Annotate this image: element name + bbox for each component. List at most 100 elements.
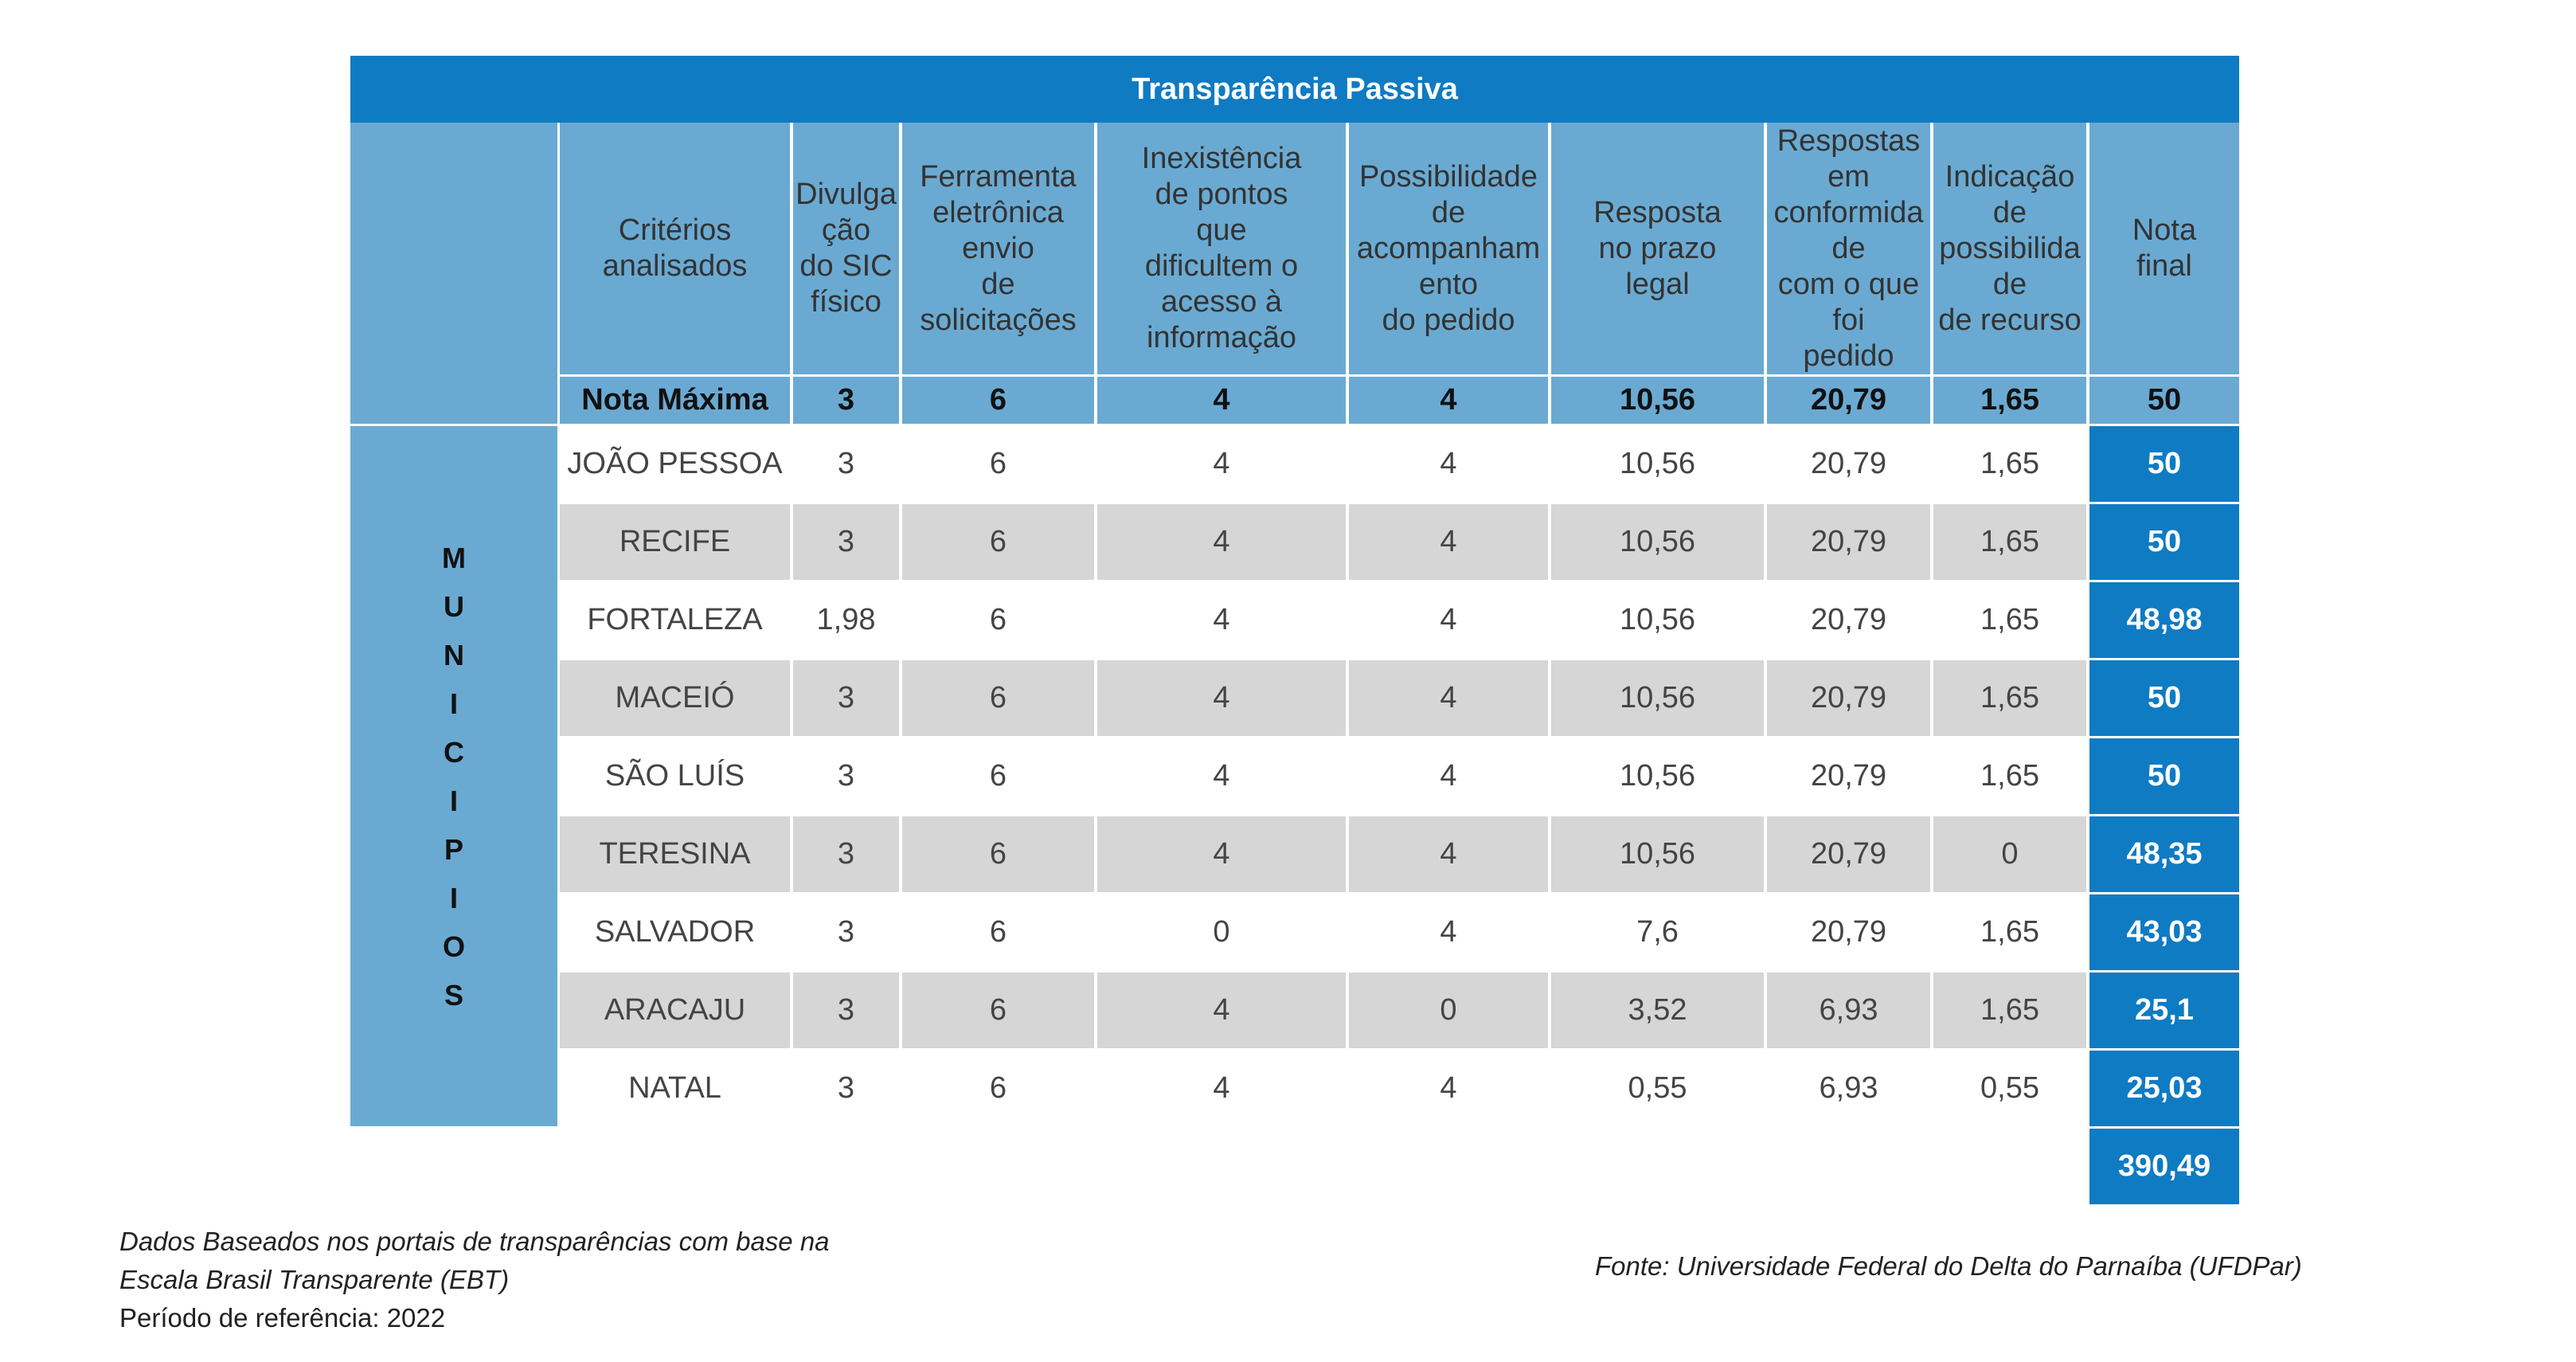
score-cell: 1,65	[1933, 973, 2086, 1048]
footnote-line-3: Período de referência: 2022	[119, 1303, 446, 1333]
municipio-name: SÃO LUÍS	[560, 738, 790, 814]
header-text: Resposta no prazo legal	[1593, 195, 1722, 303]
header-text: Ferramenta eletrônica envio de solicitações	[920, 159, 1076, 339]
score-cell: 4	[1097, 1051, 1346, 1126]
header-line: que	[1196, 213, 1247, 247]
side-label-letter: I	[449, 784, 458, 817]
score-cell: 10,56	[1551, 816, 1764, 892]
score-cell: 20,79	[1767, 660, 1930, 736]
score-cell: 4	[1097, 816, 1346, 892]
header-line: Inexistência	[1141, 142, 1302, 175]
score-cell: 20,79	[1767, 816, 1930, 892]
score-cell: 3	[793, 1051, 899, 1126]
nota-maxima-label: Nota Máxima	[560, 377, 790, 424]
side-label-letter: S	[444, 978, 463, 1012]
header-line: Nota	[2132, 213, 2197, 247]
header-ferramenta-eletronica-envio-de-solicitacoes: Ferramenta eletrônica envio de solicitações	[902, 123, 1094, 374]
score-cell: 4	[1349, 894, 1548, 970]
header-line: final	[2136, 249, 2192, 283]
nota-maxima-cell: 10,56	[1551, 377, 1764, 424]
score-cell: 10,56	[1551, 426, 1764, 502]
nota-maxima-cell: 50	[2089, 377, 2239, 424]
score-cell: 4	[1097, 973, 1346, 1048]
final-score-cell: 50	[2089, 738, 2239, 814]
header-line: Divulga	[795, 178, 897, 211]
score-cell: 4	[1349, 738, 1548, 814]
score-cell: 3	[793, 894, 899, 970]
header-line: informação	[1147, 321, 1296, 354]
score-cell: 20,79	[1767, 426, 1930, 502]
score-cell: 20,79	[1767, 504, 1930, 580]
municipio-name: NATAL	[560, 1051, 790, 1126]
header-line: no prazo	[1598, 231, 1717, 265]
score-cell: 0,55	[1551, 1051, 1764, 1126]
municipio-name: ARACAJU	[560, 973, 790, 1048]
header-nota-final: Nota final	[2089, 123, 2239, 374]
score-cell: 10,56	[1551, 660, 1764, 736]
header-line: dificultem o	[1144, 249, 1299, 283]
final-score-cell: 25,03	[2089, 1051, 2239, 1126]
score-cell: 6	[902, 738, 1094, 814]
score-cell: 1,65	[1933, 660, 2086, 736]
score-cell: 3	[793, 738, 899, 814]
header-line: legal	[1625, 267, 1690, 301]
nota-maxima-cell: 1,65	[1933, 377, 2086, 424]
header-line: de pontos	[1155, 178, 1288, 211]
header-line: Possibilidade	[1359, 159, 1538, 194]
header-line: de	[1831, 231, 1866, 265]
score-cell: 3,52	[1551, 973, 1764, 1048]
score-cell: 1,98	[793, 582, 899, 658]
table-title: Transparência Passiva	[350, 56, 2239, 123]
score-cell: 4	[1349, 660, 1548, 736]
score-cell: 4	[1097, 504, 1346, 580]
header-text: Nota final	[2132, 213, 2196, 284]
side-label-letter: P	[444, 832, 463, 866]
score-cell: 10,56	[1551, 582, 1764, 658]
header-respostas-em-conformidade-com-o-que-foi-pedido: Respostas em conformida de com o que foi pedid…	[1767, 123, 1930, 374]
score-cell: 1,65	[1933, 738, 2086, 814]
nota-maxima-cell: 3	[793, 377, 899, 424]
side-label-letter: U	[444, 589, 464, 623]
municipio-name: MACEIÓ	[560, 660, 790, 736]
header-divulgacao-do-sic-fisico: Divulga ção do SIC físico	[793, 123, 899, 374]
header-line: Resposta	[1593, 195, 1722, 229]
header-line: acompanham	[1356, 231, 1541, 265]
score-cell: 6	[902, 973, 1094, 1048]
header-line: de recurso	[1938, 303, 2082, 337]
header-possibilidade-de-acompanhamento-do-pedido: Possibilidade de acompanham ento do pedido	[1349, 123, 1548, 374]
header-line: de	[981, 267, 1015, 301]
final-score-cell: 50	[2089, 426, 2239, 502]
side-label-letter: N	[444, 638, 464, 671]
score-cell: 7,6	[1551, 894, 1764, 970]
total-score-cell: 390,49	[2089, 1129, 2239, 1204]
header-line: Critérios	[618, 213, 732, 247]
header-line: de	[1431, 195, 1466, 229]
header-line: conformida	[1773, 195, 1924, 229]
header-resposta-no-prazo-legal: Resposta no prazo legal	[1551, 123, 1764, 374]
header-text: Divulga ção do SIC físico	[795, 177, 897, 320]
score-cell: 6	[902, 894, 1094, 970]
score-cell: 3	[793, 504, 899, 580]
nota-maxima-cell: 20,79	[1767, 377, 1930, 424]
header-line: Respostas	[1777, 123, 1921, 158]
score-cell: 20,79	[1767, 738, 1930, 814]
header-line: acesso à	[1160, 285, 1283, 319]
final-score-cell: 43,03	[2089, 894, 2239, 970]
nota-maxima-cell: 4	[1349, 377, 1548, 424]
final-score-cell: 50	[2089, 660, 2239, 736]
header-text: Critérios analisados	[603, 213, 748, 284]
header-line: ção	[821, 213, 871, 247]
score-cell: 6,93	[1767, 1051, 1930, 1126]
side-label-letter: O	[442, 930, 465, 963]
score-cell: 10,56	[1551, 738, 1764, 814]
header-line: Indicação	[1945, 159, 2075, 194]
header-line: solicitações	[920, 303, 1077, 337]
header-text: Inexistência de pontos que dificultem o aces…	[1142, 141, 1302, 356]
score-cell: 0	[1097, 894, 1346, 970]
header-line: pedido	[1803, 339, 1894, 373]
header-text: Indicação de possibilida de de recurso	[1938, 159, 2082, 339]
header-criterios-analisados: Critérios analisados	[560, 123, 790, 374]
score-cell: 3	[793, 816, 899, 892]
score-cell: 6	[902, 426, 1094, 502]
source-note: Fonte: Universidade Federal do Delta do …	[1595, 1251, 2302, 1281]
